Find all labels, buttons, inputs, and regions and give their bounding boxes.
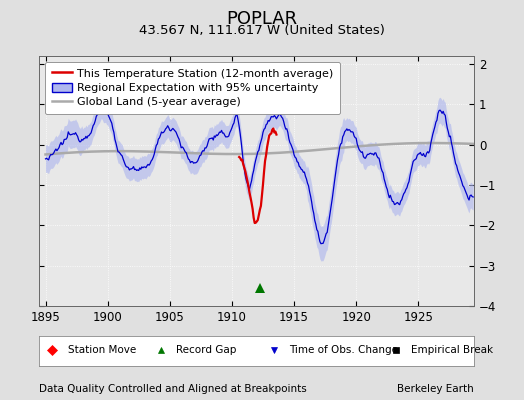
Text: POPLAR: POPLAR [226,10,298,28]
Text: Station Move: Station Move [68,345,136,355]
Text: Empirical Break: Empirical Break [411,345,493,355]
Legend: This Temperature Station (12-month average), Regional Expectation with 95% uncer: This Temperature Station (12-month avera… [45,62,340,114]
Text: Data Quality Controlled and Aligned at Breakpoints: Data Quality Controlled and Aligned at B… [39,384,307,394]
Text: 43.567 N, 111.617 W (United States): 43.567 N, 111.617 W (United States) [139,24,385,37]
Text: Record Gap: Record Gap [176,345,237,355]
Text: Berkeley Earth: Berkeley Earth [398,384,474,394]
Text: Time of Obs. Change: Time of Obs. Change [289,345,398,355]
